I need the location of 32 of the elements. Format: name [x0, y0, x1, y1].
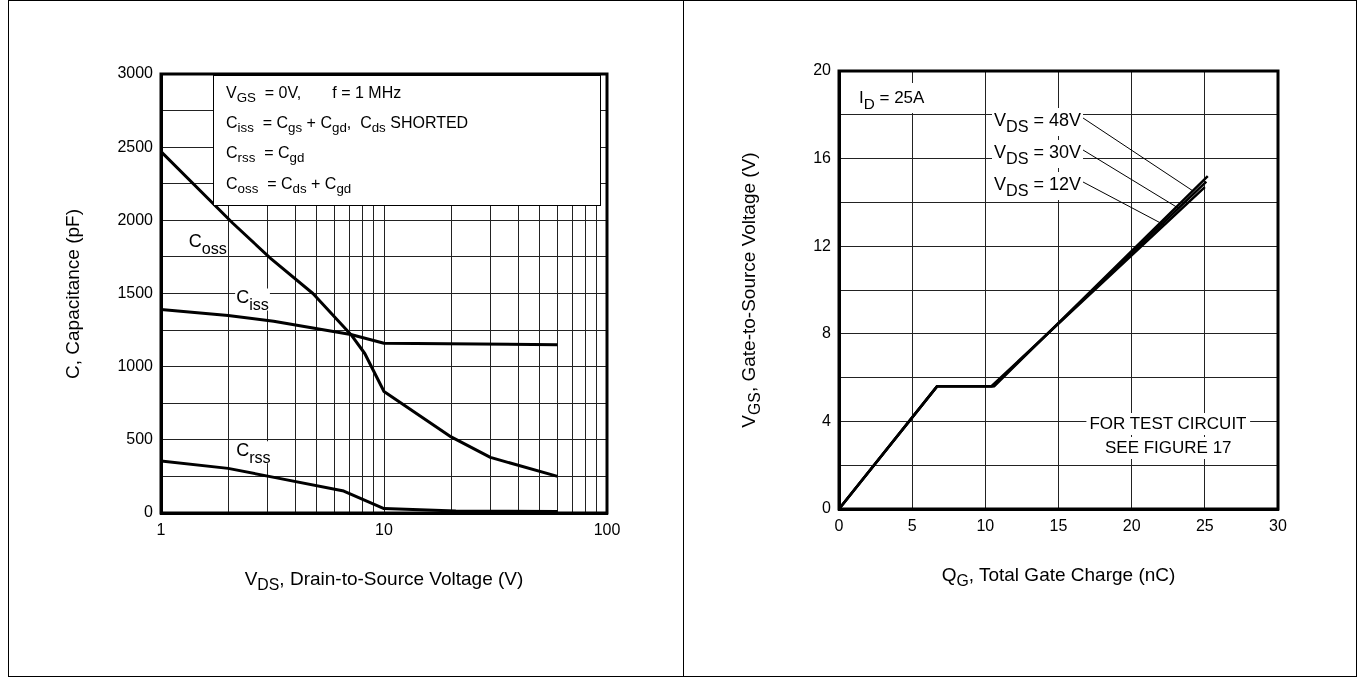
x-tick-label: 5: [907, 517, 917, 535]
y-tick-label: 8: [822, 324, 832, 342]
annotation: V$_{GS}$ = 0V, f = 1 MHz: [226, 83, 403, 108]
x-tick-label: 30: [1269, 517, 1287, 535]
annotation: C$_{oss}$ = C$_{ds}$ + C$_{gd}$: [226, 173, 353, 198]
x-axis-title: V$_{DS}$, Drain-to-Source Voltage (V): [244, 568, 524, 594]
annotation: SEE FIGURE 17: [1104, 438, 1232, 457]
y-tick-label: 1000: [117, 357, 154, 375]
y-tick-label: 500: [126, 430, 154, 448]
y-tick-label: 3000: [117, 64, 154, 82]
x-tick-label: 10: [976, 517, 995, 535]
x-tick-label: 15: [1049, 517, 1068, 535]
y-tick-label: 2500: [117, 137, 154, 155]
y-tick-label: 1500: [117, 283, 154, 301]
x-tick-label: 100: [593, 521, 621, 539]
y-tick-label: 4: [822, 411, 832, 429]
x-tick-label: 20: [1122, 517, 1141, 535]
x-axis-title: Q$_{G}$, Total Gate Charge (nC): [941, 564, 1176, 590]
x-tick-label: 0: [834, 517, 844, 535]
annotation: FOR TEST CIRCUIT: [1089, 414, 1247, 433]
y-tick-label: 20: [813, 61, 832, 79]
y-tick-label: 0: [144, 503, 154, 521]
x-tick-label: 10: [375, 521, 393, 539]
y-tick-label: 0: [822, 499, 832, 517]
y-tick-label: 16: [813, 149, 832, 167]
y-axis-title: C, Capacitance (pF): [62, 208, 84, 379]
y-tick-label: 2000: [117, 210, 154, 228]
x-tick-label: 1: [156, 521, 166, 539]
note-box: V$_{GS}$ = 0V, f = 1 MHz C$_{iss}$ = C$_{gs}$ + C$_{gd}$, C$_{ds}$ SHORTED C$_{rss}$ = C$_{gd}$ C$_{oss}$ = C$_{ds}$ + C$_{gd}$: [213, 75, 601, 206]
y-tick-label: 12: [813, 236, 832, 254]
x-tick-label: 25: [1195, 517, 1214, 535]
annotation: C$_{rss}$ = C$_{gd}$: [226, 143, 306, 168]
